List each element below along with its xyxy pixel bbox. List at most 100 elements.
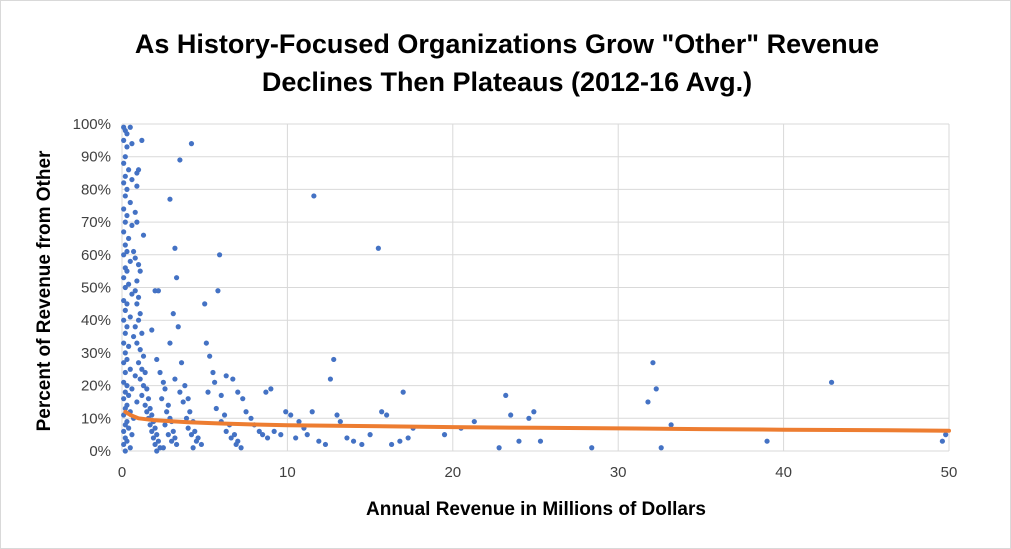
data-point [658, 445, 664, 451]
data-point [537, 438, 544, 444]
data-point [218, 392, 224, 399]
data-point [122, 242, 128, 248]
data-point [139, 137, 145, 143]
data-point [210, 369, 216, 376]
data-point [256, 428, 262, 434]
data-point [503, 392, 509, 399]
data-point [160, 445, 166, 451]
data-points [121, 124, 949, 454]
data-point [205, 389, 211, 395]
data-point [135, 317, 142, 323]
data-point [137, 311, 143, 317]
data-point [264, 435, 271, 441]
data-point [164, 409, 170, 415]
data-point [173, 275, 180, 281]
data-point [126, 167, 132, 173]
data-point [296, 418, 302, 425]
data-point [526, 415, 532, 421]
data-point [162, 386, 168, 392]
data-point [309, 409, 315, 415]
data-point [121, 180, 127, 186]
data-point [135, 262, 142, 268]
data-point [132, 324, 138, 330]
data-point [223, 428, 229, 434]
data-point [121, 275, 127, 281]
data-point [271, 428, 277, 434]
data-point [177, 389, 183, 395]
data-point [122, 307, 128, 313]
data-point [124, 383, 130, 389]
y-tick-label: 40% [81, 312, 111, 329]
data-point [172, 435, 178, 441]
data-point [121, 137, 127, 143]
data-point [668, 422, 674, 428]
data-point [122, 284, 128, 291]
data-point [126, 343, 132, 349]
data-point [359, 441, 365, 448]
data-point [140, 232, 147, 238]
data-point [322, 441, 329, 448]
data-point [121, 441, 127, 448]
data-point [471, 418, 477, 425]
data-point [496, 445, 502, 451]
data-point [155, 288, 161, 294]
data-point [122, 330, 128, 336]
x-axis-label: Annual Revenue in Millions of Dollars [366, 499, 706, 520]
data-point [375, 245, 381, 251]
data-point [132, 288, 138, 294]
data-point [129, 141, 135, 147]
data-point [124, 131, 130, 137]
data-point [122, 193, 128, 199]
data-point [207, 353, 213, 359]
data-point [764, 438, 770, 444]
data-point [943, 432, 949, 438]
data-point [192, 428, 198, 434]
x-tick-label: 40 [775, 464, 792, 481]
data-point [124, 324, 130, 330]
data-point [139, 392, 145, 399]
data-point [124, 248, 130, 255]
data-point [121, 428, 127, 434]
data-point [327, 376, 334, 382]
y-tick-label: 60% [81, 247, 111, 264]
chart-title-line-2: Declines Then Plateaus (2012-16 Avg.) [262, 67, 752, 97]
data-point [142, 369, 148, 376]
data-point [134, 219, 140, 225]
data-point [155, 438, 161, 444]
data-point [145, 396, 152, 402]
data-point [162, 422, 168, 428]
data-point [121, 206, 127, 212]
data-point [337, 418, 343, 425]
data-point [134, 340, 140, 346]
data-point [126, 425, 132, 431]
data-point [223, 373, 229, 379]
data-point [149, 428, 155, 434]
data-point [233, 441, 239, 448]
data-point [134, 183, 140, 189]
data-point [122, 369, 128, 376]
data-point [172, 245, 178, 251]
data-point [134, 301, 140, 307]
data-point [198, 441, 204, 448]
data-point [212, 379, 218, 385]
data-point [127, 314, 133, 320]
data-point [238, 445, 244, 451]
data-point [230, 376, 236, 382]
data-point [129, 386, 135, 392]
data-point [139, 330, 145, 336]
data-point [213, 405, 219, 412]
data-point [215, 288, 221, 294]
data-point [137, 268, 143, 274]
data-point [137, 376, 143, 382]
data-point [331, 356, 337, 363]
data-point [185, 396, 191, 402]
data-point [350, 438, 357, 444]
data-point [379, 409, 385, 415]
data-point [157, 369, 163, 376]
data-point [122, 448, 128, 454]
data-point [132, 373, 138, 379]
data-point [135, 294, 142, 300]
data-point [170, 311, 176, 317]
data-point [202, 301, 208, 307]
